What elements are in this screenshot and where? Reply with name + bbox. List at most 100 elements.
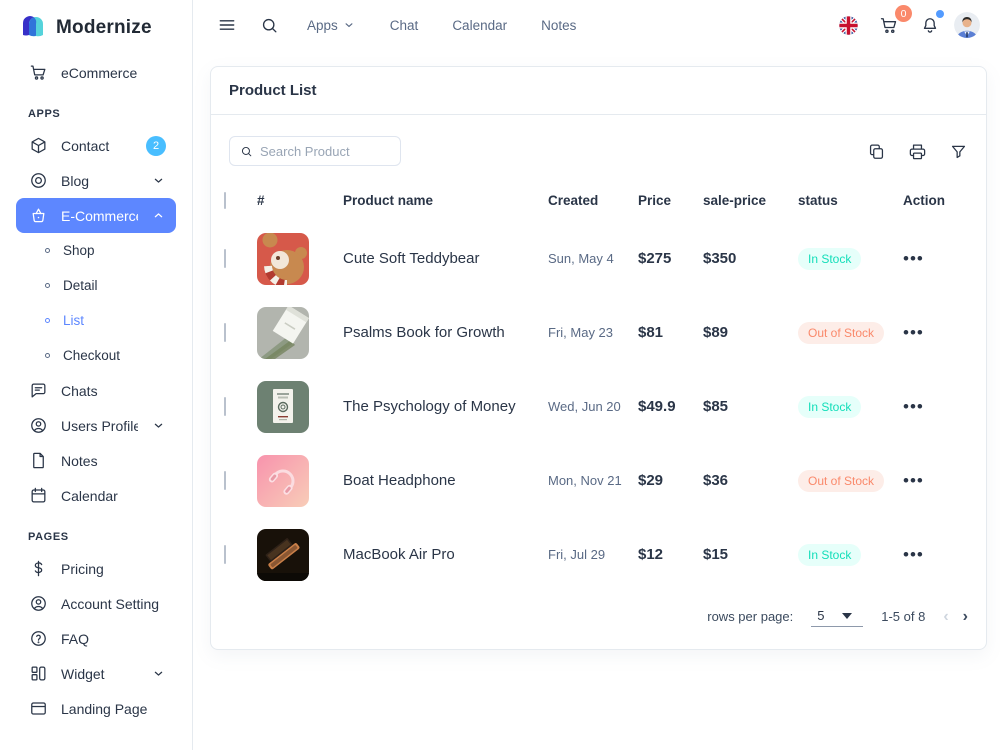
notifications-button[interactable] [913, 8, 947, 42]
sidebar-item-contact[interactable]: Contact 2 [16, 128, 176, 163]
sidebar-item-chats[interactable]: Chats [16, 373, 176, 408]
status-badge: Out of Stock [798, 470, 885, 492]
top-navbar: Apps Chat Calendar Notes [193, 0, 1000, 50]
calendar-icon [29, 486, 48, 505]
product-created: Sun, May 4 [548, 251, 614, 266]
topbar-right: 0 [831, 5, 980, 42]
sidebar-item-label: eCommerce [61, 64, 138, 81]
sidebar-subitem-label: Detail [63, 278, 98, 293]
bullet-icon [45, 318, 50, 323]
col-header-price[interactable]: Price [638, 193, 672, 208]
chevron-down-icon [151, 418, 166, 433]
sidebar-subitem-checkout[interactable]: Checkout [16, 338, 176, 373]
status-badge: Out of Stock [798, 322, 885, 344]
sidebar-item-account-setting[interactable]: Account Setting [16, 586, 176, 621]
product-name: The Psychology of Money [343, 398, 516, 415]
row-actions-menu[interactable]: ••• [903, 470, 924, 490]
row-checkbox[interactable] [224, 545, 226, 564]
contact-badge: 2 [146, 135, 166, 156]
col-header-num[interactable]: # [257, 193, 265, 208]
cart-button[interactable]: 0 [872, 5, 912, 42]
product-price: $49.9 [638, 398, 676, 415]
filter-icon[interactable] [949, 142, 968, 161]
sidebar-item-users-profile[interactable]: Users Profile [16, 408, 176, 443]
product-name: Boat Headphone [343, 472, 456, 489]
bullet-icon [45, 353, 50, 358]
sidebar-item-landing-page[interactable]: Landing Page [16, 691, 176, 726]
next-page-button[interactable]: › [962, 607, 968, 625]
cart-icon [880, 18, 897, 34]
nav-notes-link[interactable]: Notes [541, 17, 577, 33]
nav-calendar-link[interactable]: Calendar [452, 17, 508, 33]
sidebar-item-calendar[interactable]: Calendar [16, 478, 176, 513]
sidebar-subitem-shop[interactable]: Shop [16, 233, 176, 268]
bell-icon [923, 18, 937, 33]
product-sale-price: $85 [703, 398, 729, 415]
product-sale-price: $350 [703, 250, 737, 267]
row-actions-menu[interactable]: ••• [903, 396, 924, 416]
row-actions-menu[interactable]: ••• [903, 544, 924, 564]
col-header-action[interactable]: Action [903, 193, 945, 208]
nav-apps-dropdown[interactable]: Apps [294, 18, 369, 33]
table-row: MacBook Air Pro Fri, Jul 29 $12 $15 In S… [211, 518, 986, 592]
user-avatar[interactable] [954, 12, 980, 38]
search-input[interactable] [260, 143, 390, 159]
bullet-icon [45, 248, 50, 253]
sidebar-item-pricing[interactable]: Pricing [16, 551, 176, 586]
dollar-icon [29, 559, 48, 578]
sidebar-nav: eCommerce APPS Contact 2 Blog [0, 47, 192, 726]
col-header-status[interactable]: status [798, 193, 838, 208]
sidebar-item-e-commerce[interactable]: E-Commerce [16, 198, 176, 233]
product-image-headphone [257, 455, 309, 507]
page-title: Product List [229, 82, 317, 99]
col-header-product-name[interactable]: Product name [343, 193, 434, 208]
product-price: $12 [638, 546, 664, 563]
brand-logo[interactable]: Modernize [0, 0, 192, 47]
row-checkbox[interactable] [224, 249, 226, 268]
printer-icon[interactable] [908, 142, 927, 161]
sidebar-subitem-list[interactable]: List [16, 303, 176, 338]
select-all-checkbox[interactable] [224, 192, 226, 209]
menu-icon[interactable] [210, 8, 244, 42]
sidebar: Modernize eCommerce APPS [0, 0, 193, 750]
product-list-card: Product List [210, 66, 987, 650]
row-checkbox[interactable] [224, 397, 226, 416]
table-header-row: # Product name Created Price sale-price … [211, 187, 986, 222]
widget-icon [29, 664, 48, 683]
pagination-range: 1-5 of 8 [881, 609, 926, 624]
sidebar-item-notes[interactable]: Notes [16, 443, 176, 478]
col-header-sale-price[interactable]: sale-price [703, 193, 767, 208]
sidebar-subitem-detail[interactable]: Detail [16, 268, 176, 303]
sidebar-item-widget[interactable]: Widget [16, 656, 176, 691]
sidebar-item-blog[interactable]: Blog [16, 163, 176, 198]
product-sale-price: $15 [703, 546, 729, 563]
sidebar-subitem-label: Checkout [63, 348, 121, 363]
rows-per-page-select[interactable]: 5 [811, 606, 864, 627]
product-name: Psalms Book for Growth [343, 324, 505, 341]
col-header-created[interactable]: Created [548, 193, 599, 208]
previous-page-button[interactable]: ‹ [943, 607, 949, 625]
sidebar-item-label: Users Profile [61, 417, 138, 434]
copy-icon[interactable] [867, 142, 886, 161]
bullet-icon [45, 283, 50, 288]
status-badge: In Stock [798, 396, 862, 418]
search-icon[interactable] [252, 8, 286, 42]
row-actions-menu[interactable]: ••• [903, 248, 924, 268]
row-actions-menu[interactable]: ••• [903, 322, 924, 342]
sidebar-item-faq[interactable]: FAQ [16, 621, 176, 656]
sidebar-item-label: Blog [61, 172, 90, 189]
user-circle-icon [29, 594, 48, 613]
product-search[interactable] [229, 136, 401, 166]
row-checkbox[interactable] [224, 471, 226, 490]
basket-icon [29, 206, 48, 225]
uk-flag-icon[interactable] [831, 8, 865, 42]
nav-apps-label: Apps [307, 17, 338, 33]
table-row: The Psychology of Money Wed, Jun 20 $49.… [211, 370, 986, 444]
pagination-nav: ‹ › [943, 607, 968, 625]
nav-chat-link[interactable]: Chat [389, 17, 419, 33]
sidebar-item-ecommerce-home[interactable]: eCommerce [16, 55, 176, 90]
sidebar-section-pages: PAGES [28, 531, 69, 543]
row-checkbox[interactable] [224, 323, 226, 342]
table-row: Boat Headphone Mon, Nov 21 $29 $36 Out o… [211, 444, 986, 518]
